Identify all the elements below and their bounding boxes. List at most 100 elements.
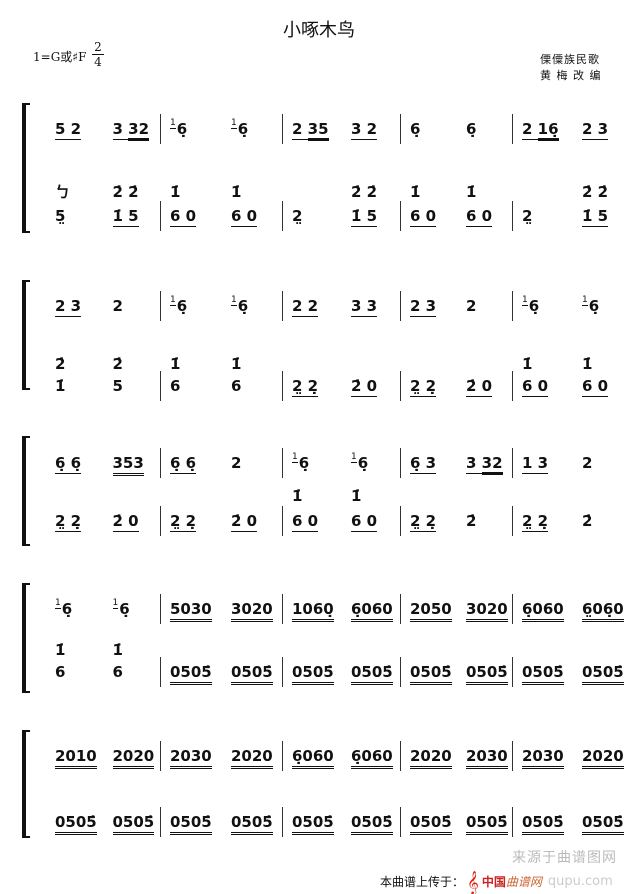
measure: 16̣ 16̣ bbox=[282, 452, 400, 476]
beat: 2030 bbox=[512, 747, 572, 769]
barline bbox=[512, 657, 513, 687]
beat: 2 16̣ bbox=[512, 120, 572, 142]
note-group: 0505̇ bbox=[466, 813, 508, 835]
note-group: 6 bbox=[170, 377, 181, 395]
measure: 5̤ 1̇ 5 bbox=[45, 207, 160, 229]
time-signature: 2 4 bbox=[92, 40, 104, 69]
beat: 6 bbox=[103, 663, 161, 685]
barline bbox=[512, 594, 513, 624]
beat: 2 bbox=[103, 297, 161, 319]
beat: 0505̇ bbox=[160, 813, 221, 835]
beat: 2̤ 2̣ bbox=[282, 377, 341, 399]
note-group: 2̤ bbox=[522, 207, 533, 225]
site-name: 中国 bbox=[481, 875, 506, 889]
note-group: 2020 bbox=[410, 747, 452, 769]
barline bbox=[512, 114, 513, 144]
measure: 6̣060 6̣060 bbox=[282, 747, 400, 769]
barline bbox=[282, 201, 283, 231]
beat: 6 bbox=[45, 663, 103, 685]
note-group: 2 bbox=[231, 454, 242, 472]
beat bbox=[221, 641, 282, 663]
beat: 0505̇ bbox=[221, 663, 282, 685]
note-group: 3020 bbox=[466, 600, 508, 622]
note-group: 1̇ bbox=[582, 355, 593, 373]
beat: 0505̇ bbox=[103, 813, 161, 835]
beat: 0505̇ bbox=[282, 663, 341, 685]
beat: 0505̇ bbox=[572, 663, 632, 685]
beat: ㄅ bbox=[45, 183, 103, 205]
beat: 0505̇ bbox=[45, 813, 103, 835]
beat: 16̣ bbox=[103, 598, 161, 622]
lower-voice-row: 5̤ 1̇ 5 6 0 6 0 2̤ 1̇ 5 6 0 6 0 2̤ 1̇ 5 bbox=[0, 201, 638, 231]
note-group: 6 0 bbox=[231, 207, 258, 227]
note-group: 2̇ 2̇ bbox=[582, 183, 609, 201]
beat: 1̇ bbox=[221, 355, 282, 377]
beat: 1̇ bbox=[572, 355, 632, 377]
beat: 3 32 bbox=[456, 454, 512, 476]
beat: 2020 bbox=[400, 747, 456, 769]
beat: 6̣060 bbox=[282, 747, 341, 769]
note-group: 2̇ 0 bbox=[112, 512, 139, 532]
beat bbox=[512, 183, 572, 205]
measure: 1̇ 1̇ bbox=[160, 183, 282, 205]
note-group: 3 32 bbox=[466, 454, 503, 475]
beat: 5 2 bbox=[45, 120, 103, 142]
grace-note: 1 bbox=[522, 295, 528, 306]
measure: 1̇ 1̇ bbox=[45, 641, 160, 663]
note-group: 6̣060 bbox=[351, 600, 393, 622]
beat: 0505̇ bbox=[512, 663, 572, 685]
barline bbox=[160, 741, 161, 771]
beat bbox=[282, 183, 341, 205]
measure bbox=[400, 641, 512, 663]
system-bracket bbox=[22, 436, 30, 546]
beat: 2̤ 2̣ bbox=[400, 377, 456, 399]
beat: 1̇ bbox=[512, 355, 572, 377]
lower-voice-row: 6 6 0505̇ 0505̇ 0505̇ 0505̇ 0505̇ 0505̇ 0505̇ 050… bbox=[0, 657, 638, 687]
measure: 1̇ 1̇ bbox=[512, 355, 632, 377]
measure: 1̇ 5 bbox=[45, 377, 160, 399]
beat: 1̇ bbox=[160, 355, 221, 377]
note-group: 6̣060 bbox=[351, 747, 393, 769]
beat: 2 3 bbox=[45, 297, 103, 319]
note-group: 2 16̣ bbox=[522, 120, 559, 141]
beat bbox=[221, 487, 282, 509]
measure: 0505̇ 0505̇ bbox=[160, 813, 282, 835]
beat: 1 3 bbox=[512, 454, 572, 476]
measure: 16̣ 16̣ bbox=[45, 598, 161, 622]
measure: 6̣060 6̤06̣0 bbox=[512, 600, 632, 622]
beat: 1̇ bbox=[160, 183, 221, 205]
note-group: 2020 bbox=[582, 747, 624, 769]
beat bbox=[282, 355, 341, 377]
note-group: 0505̇ bbox=[582, 813, 624, 835]
note-group: 5030 bbox=[170, 600, 212, 622]
note-group: 2̇ bbox=[55, 355, 66, 373]
note-group: 1̇ bbox=[55, 377, 66, 395]
beat: 6 0 bbox=[400, 207, 456, 229]
measure: ㄅ 2̇ 2̇ bbox=[45, 183, 160, 205]
beat: 1060̣ bbox=[282, 600, 341, 622]
beat: 16̣ bbox=[160, 295, 221, 319]
note-group: 1̇ 5 bbox=[112, 207, 139, 227]
beat: 6̣060 bbox=[341, 747, 400, 769]
beat: 2̤ bbox=[512, 207, 572, 229]
note-group: 6̣ bbox=[237, 120, 249, 138]
site-name-2: 曲谱网 bbox=[505, 875, 542, 889]
barline bbox=[160, 114, 161, 144]
beat: 1̇ bbox=[45, 641, 103, 663]
footer: 本曲谱上传于： 𝄞 中国 曲谱网 qupu.com bbox=[380, 872, 613, 892]
beat: 2̇ 2̇ bbox=[572, 183, 632, 205]
beat: 2̇ 2̇ bbox=[103, 183, 161, 205]
barline bbox=[282, 741, 283, 771]
barline bbox=[400, 448, 401, 478]
chord-voice-row: ㄅ 2̇ 2̇ 1̇ 1̇ 2̇ 2̇ 1̇ 1̇ 2̇ 2̇ bbox=[0, 183, 638, 205]
note-group: 0505̇ bbox=[351, 813, 393, 835]
grace-note: 1 bbox=[170, 295, 176, 306]
note-group: 6 bbox=[231, 377, 242, 395]
barline bbox=[512, 807, 513, 837]
upload-text: 本曲谱上传于： bbox=[380, 875, 465, 889]
measure: 2 3 2 bbox=[45, 297, 160, 319]
system-bracket bbox=[22, 103, 30, 233]
note-group: 2 3 bbox=[582, 120, 609, 140]
